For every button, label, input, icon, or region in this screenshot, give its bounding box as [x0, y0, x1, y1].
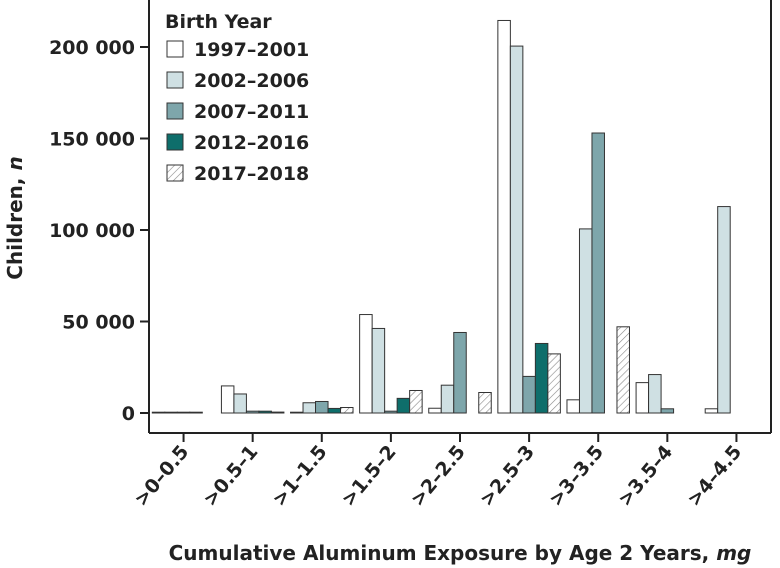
legend-label: 2012–2016 [194, 132, 309, 154]
bar-2007–2011->3–3.5 [591, 132, 605, 414]
legend-label: 1997–2001 [194, 39, 309, 61]
bar-2002–2006->0.5–1 [233, 393, 247, 414]
x-axis-title: Cumulative Aluminum Exposure by Age 2 Ye… [169, 541, 752, 565]
bar-2012–2016->1–1.5 [327, 407, 342, 414]
legend-swatch [166, 71, 184, 89]
bar-2002–2006->4–4.5 [717, 206, 731, 414]
bar-2007–2011->2–2.5 [453, 331, 467, 414]
legend-label: 2017–2018 [194, 163, 309, 185]
y-tick-label: 150 000 [49, 129, 135, 151]
bar-1997–2001->0–0.5 [151, 411, 166, 414]
y-tick-label: 50 000 [62, 312, 135, 334]
bar-2012–2016->0–0.5 [189, 411, 203, 414]
bar-2002–2006->3.5–4 [648, 374, 662, 414]
y-tick-label: 0 [122, 403, 135, 425]
x-tick-label: >3.5–4 [614, 441, 677, 511]
bar-2017–2018->1–1.5 [340, 407, 354, 414]
bar-1997–2001->2.5–3 [497, 19, 511, 414]
y-axis-title: Children, n [3, 156, 27, 279]
bar-2007–2011->1.5–2 [384, 410, 398, 414]
bar-1997–2001->1–1.5 [290, 411, 304, 414]
y-tick-label: 100 000 [49, 220, 135, 242]
x-tick-label: >0.5–1 [199, 441, 262, 511]
bar-2017–2018->0.5–1 [270, 411, 285, 414]
bar-2007–2011->0.5–1 [245, 410, 260, 414]
legend-swatch [166, 133, 184, 151]
bar-2007–2011->1–1.5 [315, 400, 329, 414]
bar-2002–2006->1.5–2 [371, 327, 386, 414]
y-tick-label: 200 000 [49, 37, 135, 59]
bar-2007–2011->3.5–4 [660, 408, 675, 414]
bar-2017–2018->2–2.5 [478, 392, 492, 414]
legend-label: 2002–2006 [194, 70, 309, 92]
bar-1997–2001->0.5–1 [220, 385, 235, 414]
bar-1997–2001->3.5–4 [635, 382, 650, 414]
x-tick-label: >0–0.5 [130, 441, 193, 511]
legend-swatch [166, 164, 184, 182]
x-tick-label: >4–4.5 [683, 441, 746, 511]
bar-2002–2006->1–1.5 [302, 402, 317, 414]
legend-swatch [166, 102, 184, 120]
bar-2002–2006->0–0.5 [164, 411, 178, 414]
bar-2017–2018->3–3.5 [616, 326, 630, 414]
bar-2002–2006->3–3.5 [578, 228, 593, 414]
legend: Birth Year 1997–2001 2002–2006 2007–2011 20… [165, 11, 309, 185]
bar-2007–2011->2.5–3 [522, 375, 536, 414]
legend-title: Birth Year [165, 11, 272, 33]
x-tick-label: >1–1.5 [268, 441, 331, 511]
bar-2012–2016->2.5–3 [534, 342, 549, 414]
legend-label: 2007–2011 [194, 101, 309, 123]
bar-2007–2011->0–0.5 [176, 411, 191, 414]
bar-2002–2006->2–2.5 [440, 384, 455, 414]
bar-1997–2001->1.5–2 [359, 314, 373, 414]
x-tick-label: >2.5–3 [476, 441, 539, 511]
bar-1997–2001->3–3.5 [566, 399, 580, 414]
bar-1997–2001->4–4.5 [704, 408, 719, 414]
bar-2017–2018->1.5–2 [409, 389, 423, 414]
x-tick-label: >2–2.5 [406, 441, 469, 511]
bar-2017–2018->2.5–3 [547, 353, 561, 414]
bar-2012–2016->0.5–1 [258, 410, 272, 414]
x-tick-label: >3–3.5 [545, 441, 608, 511]
legend-swatch [166, 40, 184, 58]
bar-1997–2001->2–2.5 [428, 407, 442, 414]
bar-2012–2016->1.5–2 [396, 397, 411, 414]
x-tick-label: >1.5–2 [337, 441, 400, 511]
bar-2002–2006->2.5–3 [509, 45, 524, 414]
